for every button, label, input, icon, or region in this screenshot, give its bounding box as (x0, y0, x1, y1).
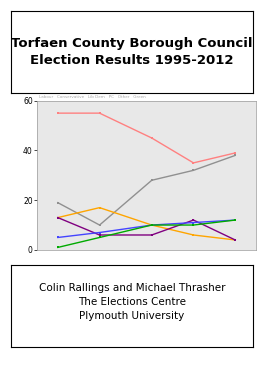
Text: Colin Rallings and Michael Thrasher
The Elections Centre
Plymouth University: Colin Rallings and Michael Thrasher The … (39, 283, 225, 321)
Text: Labour   Conservative   Lib Dem   PC   Other   Green: Labour Conservative Lib Dem PC Other Gre… (39, 95, 146, 99)
Text: Torfaen County Borough Council
Election Results 1995-2012: Torfaen County Borough Council Election … (11, 37, 253, 67)
